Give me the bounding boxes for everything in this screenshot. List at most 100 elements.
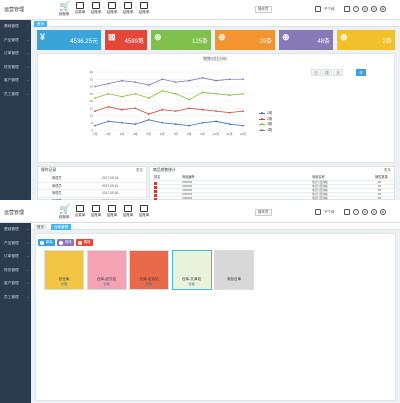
segment-year[interactable]: 年 [356, 69, 366, 76]
warehouse-tile[interactable]: 仓库-武汉站 管理 [86, 250, 127, 290]
sidebar-item-customers[interactable]: 客户管理 › [0, 277, 31, 291]
sidebar-item-products[interactable]: 产品管理 › [0, 34, 31, 48]
sidebar-item-finance[interactable]: 财务管理 › [0, 61, 31, 75]
toolbar-item[interactable]: 结账单 [88, 2, 104, 19]
minimize-icon[interactable]: ⊝ [362, 209, 368, 215]
cart-icon: ⊠ [108, 32, 116, 42]
warehouse-tile[interactable]: 仓库-天津站 管理 [171, 250, 212, 290]
phone-icon[interactable] [344, 209, 350, 215]
segment-month[interactable]: 月 [333, 69, 343, 76]
data-point [188, 79, 191, 82]
legend-item: 1期 [259, 111, 289, 116]
warehouse-tile[interactable]: 总仓库 管理 [44, 250, 84, 290]
delete-button[interactable]: 删除 [76, 239, 93, 246]
toolbar-item[interactable]: 结账单 [88, 205, 104, 222]
sidebar-item-staff[interactable]: 员工管理 › [0, 291, 31, 305]
tab-home[interactable]: 首页 [34, 21, 47, 27]
user-name[interactable]: 子个体 [324, 7, 335, 11]
y-tick-label: 30 [90, 85, 94, 89]
sidebar-item-finance[interactable]: 财务管理 › [0, 264, 31, 278]
segment-day[interactable]: 日 [311, 69, 321, 76]
top-header: 运营管理 🛒 线程单 点菜单 结账单 结账单 结账单 结账单 操作员 子个体 ? … [0, 0, 400, 20]
sidebar-item-basic[interactable]: 基础管理 › [0, 20, 31, 34]
form-icon [124, 205, 132, 212]
close-icon[interactable]: ⊗ [380, 6, 386, 12]
data-point [94, 85, 96, 88]
data-point [201, 108, 204, 111]
series-line [94, 77, 243, 87]
help-icon[interactable]: ? [353, 6, 359, 12]
toolbar-item[interactable]: 🛒 线程单 [58, 204, 71, 220]
toolbar-item[interactable]: 点菜单 [72, 205, 88, 222]
close-icon[interactable]: ⊗ [380, 209, 386, 215]
toolbar-item[interactable]: 结账单 [104, 2, 120, 19]
sidebar-item-orders[interactable]: 订单管理 › [0, 47, 31, 61]
data-point [147, 113, 150, 115]
series-line [94, 90, 244, 100]
tab-home[interactable]: 首页 [34, 224, 47, 230]
data-point [134, 123, 137, 126]
operator-select[interactable]: 操作员 [255, 6, 272, 13]
stat-card-green: ⊕ 125条 [151, 30, 211, 50]
segment-week[interactable]: 周 [322, 69, 332, 76]
stat-card-yellow: ⊕ 2条 [337, 30, 395, 50]
sales-stat-more[interactable]: 更多 [384, 168, 391, 172]
y-tick-label: 10 [90, 114, 94, 118]
data-point [174, 92, 177, 95]
sidebar-item-products[interactable]: 产品管理 › [0, 237, 31, 251]
data-point [121, 95, 123, 98]
tab-warehouse[interactable]: 仓库管理 [51, 224, 71, 230]
legend-marker [261, 112, 263, 114]
monitor-icon[interactable] [315, 6, 321, 12]
sidebar-item-staff[interactable]: 员工管理 › [0, 88, 31, 102]
toolbar-item[interactable]: 结账单 [136, 205, 152, 222]
sidebar-item-basic[interactable]: 基础管理 › [0, 223, 31, 237]
toolbar-item[interactable]: 🛒 线程单 [58, 1, 71, 17]
data-point [228, 123, 231, 126]
data-point [242, 92, 244, 95]
legend-item: 4期 [259, 128, 289, 133]
add-button[interactable]: 新增 [38, 239, 55, 246]
toolbar-item[interactable]: 结账单 [120, 205, 136, 222]
phone-icon[interactable] [344, 6, 350, 12]
operation-log-more[interactable]: 更多 [136, 168, 143, 172]
monitor-icon[interactable] [315, 209, 321, 215]
user-name[interactable]: 子个体 [324, 210, 335, 214]
legend-label: 3期 [267, 122, 272, 126]
data-point [134, 107, 137, 110]
yuan-icon: ¥ [40, 32, 46, 42]
data-point [107, 120, 110, 123]
warehouse-tile[interactable]: 添加仓库 [214, 250, 254, 290]
edit-button[interactable]: 修改 [57, 239, 74, 246]
chevron-right-icon: › [27, 267, 28, 272]
stat-card-purple: ⊕ 48条 [279, 30, 333, 50]
x-tick-label: 5月 [146, 132, 151, 136]
toolbar-item[interactable]: 结账单 [104, 205, 120, 222]
data-point [228, 78, 231, 81]
restore-icon[interactable]: ⊙ [371, 209, 377, 215]
sidebar-item-customers[interactable]: 客户管理 › [0, 74, 31, 88]
operator-select[interactable]: 操作员 [255, 209, 272, 216]
help-icon[interactable]: ? [353, 209, 359, 215]
data-point [242, 124, 244, 127]
x-tick-label: 3月 [120, 132, 125, 136]
data-point [228, 94, 231, 97]
warehouse-tile[interactable]: 仓库-北京站 管理 [129, 250, 169, 290]
y-tick-label: 35 [90, 77, 94, 81]
y-tick-label: 25 [90, 92, 94, 96]
chevron-right-icon: › [27, 51, 28, 55]
data-point [242, 78, 244, 81]
x-tick-label: 10月 [213, 132, 219, 136]
sidebar-item-orders[interactable]: 订单管理 › [0, 250, 31, 264]
stat-card-orange: ⊕ 19条 [215, 30, 275, 50]
legend-item: 2期 [259, 117, 289, 122]
minimize-icon[interactable]: ⊝ [362, 6, 368, 12]
toolbar-item[interactable]: 结账单 [120, 2, 136, 19]
toolbar-item[interactable]: 结账单 [136, 2, 152, 19]
x-tick-label: 7月 [173, 132, 178, 136]
legend-label: 2期 [267, 116, 272, 121]
sales-stat-title: 商品销售统计 [153, 168, 176, 172]
restore-icon[interactable]: ⊙ [371, 6, 377, 12]
toolbar-item[interactable]: 点菜单 [72, 2, 88, 19]
